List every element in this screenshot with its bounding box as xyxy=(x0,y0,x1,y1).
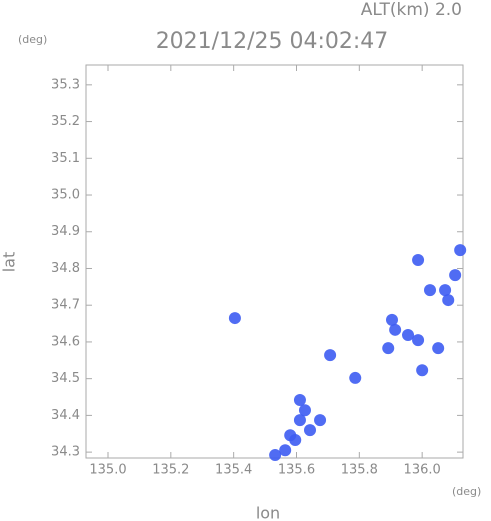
echo-point xyxy=(269,449,282,462)
y-tick-label: 34.7 xyxy=(51,298,80,313)
y-tick-label: 34.9 xyxy=(51,224,80,239)
echo-point xyxy=(279,444,292,457)
echo-point xyxy=(412,254,425,267)
y-tick-label: 35.0 xyxy=(51,188,80,203)
subtitle: ALT(km) 2.0 xyxy=(361,0,462,20)
y-tick-label: 34.4 xyxy=(51,408,80,423)
y-tick-label: 35.1 xyxy=(51,151,80,166)
echo-point xyxy=(442,294,455,307)
x-tick-label: 136.0 xyxy=(404,463,441,478)
echo-point xyxy=(432,342,445,355)
y-tick-label: 34.3 xyxy=(51,445,80,460)
y-tick-label: 34.8 xyxy=(51,261,80,276)
echo-point xyxy=(304,424,317,437)
echo-point xyxy=(349,371,362,384)
x-unit: (deg) xyxy=(452,485,481,498)
y-tick-label: 34.6 xyxy=(51,334,80,349)
y-axis-label: lat xyxy=(0,252,19,273)
echo-point xyxy=(389,323,402,336)
echo-point xyxy=(293,414,306,427)
echo-point xyxy=(412,334,425,347)
x-axis-label: lon xyxy=(256,504,280,521)
echo-point xyxy=(454,244,467,257)
y-unit: (deg) xyxy=(18,33,47,46)
plot-frame xyxy=(85,64,464,459)
x-tick-label: 135.8 xyxy=(341,463,378,478)
y-tick-label: 34.5 xyxy=(51,371,80,386)
y-tick-label: 35.3 xyxy=(51,77,80,92)
echo-point xyxy=(449,269,462,282)
x-tick-label: 135.4 xyxy=(215,463,252,478)
echo-point xyxy=(293,393,306,406)
echo-point xyxy=(314,414,327,427)
echo-point xyxy=(416,364,429,377)
echo-point xyxy=(324,349,337,362)
echo-point xyxy=(284,429,297,442)
echo-point xyxy=(439,284,452,297)
echo-point xyxy=(424,284,437,297)
echo-point xyxy=(298,404,311,417)
x-tick-label: 135.0 xyxy=(89,463,126,478)
x-tick-label: 135.2 xyxy=(152,463,189,478)
chart-title: 2021/12/25 04:02:47 xyxy=(156,29,389,54)
x-tick-label: 135.6 xyxy=(278,463,315,478)
echo-point xyxy=(402,328,415,341)
y-tick-label: 35.2 xyxy=(51,114,80,129)
echo-point xyxy=(228,312,241,325)
echo-point xyxy=(385,313,398,326)
echo-point xyxy=(382,342,395,355)
